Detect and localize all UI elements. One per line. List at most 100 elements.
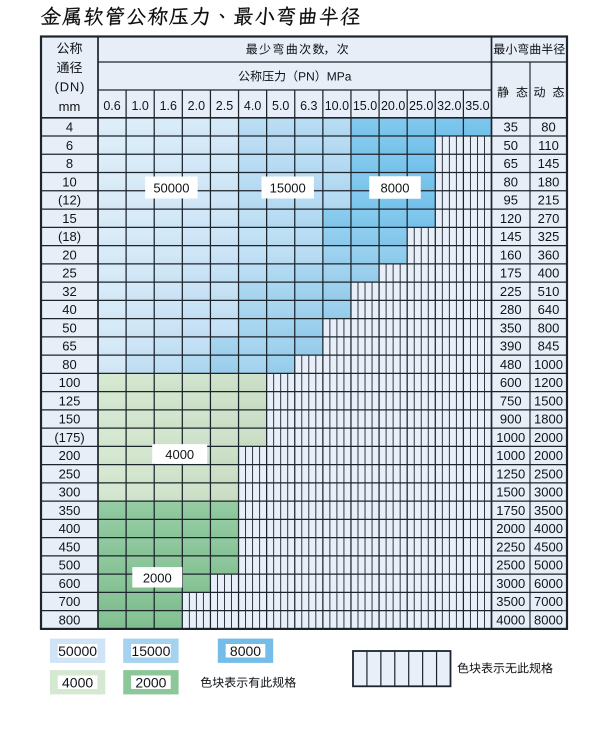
svg-text:1.0: 1.0 xyxy=(131,99,148,113)
svg-text:900: 900 xyxy=(500,412,522,427)
svg-text:1500: 1500 xyxy=(534,393,563,408)
svg-text:3000: 3000 xyxy=(534,485,563,500)
svg-text:(18): (18) xyxy=(58,229,81,244)
svg-text:80: 80 xyxy=(62,357,76,372)
svg-text:4000: 4000 xyxy=(534,521,563,536)
svg-text:1200: 1200 xyxy=(534,375,563,390)
svg-text:3500: 3500 xyxy=(496,594,525,609)
svg-text:50: 50 xyxy=(62,320,76,335)
svg-text:2000: 2000 xyxy=(534,430,563,445)
svg-text:4.0: 4.0 xyxy=(244,99,261,113)
svg-text:5.0: 5.0 xyxy=(272,99,289,113)
svg-text:350: 350 xyxy=(500,320,522,335)
svg-text:25: 25 xyxy=(62,266,76,281)
svg-text:2.5: 2.5 xyxy=(216,99,233,113)
svg-text:600: 600 xyxy=(59,576,81,591)
svg-text:510: 510 xyxy=(538,284,560,299)
svg-text:mm: mm xyxy=(59,99,81,114)
svg-text:8: 8 xyxy=(66,156,73,171)
svg-text:175: 175 xyxy=(500,266,522,281)
svg-text:1000: 1000 xyxy=(534,357,563,372)
svg-text:5000: 5000 xyxy=(534,558,563,573)
svg-text:280: 280 xyxy=(500,302,522,317)
svg-text:450: 450 xyxy=(59,539,81,554)
svg-text:300: 300 xyxy=(59,485,81,500)
svg-text:40: 40 xyxy=(62,302,76,317)
svg-text:50: 50 xyxy=(504,138,518,153)
svg-text:1000: 1000 xyxy=(496,430,525,445)
svg-text:700: 700 xyxy=(59,594,81,609)
svg-text:1800: 1800 xyxy=(534,412,563,427)
svg-text:80: 80 xyxy=(504,174,518,189)
svg-text:25.0: 25.0 xyxy=(409,99,433,113)
svg-text:4500: 4500 xyxy=(534,539,563,554)
svg-text:2000: 2000 xyxy=(496,521,525,536)
svg-text:2.0: 2.0 xyxy=(188,99,205,113)
svg-text:2500: 2500 xyxy=(496,558,525,573)
svg-text:3500: 3500 xyxy=(534,503,563,518)
svg-text:145: 145 xyxy=(500,229,522,244)
svg-text:4: 4 xyxy=(66,120,73,135)
svg-text:6000: 6000 xyxy=(534,576,563,591)
svg-text:480: 480 xyxy=(500,357,522,372)
svg-text:110: 110 xyxy=(538,138,559,153)
svg-text:600: 600 xyxy=(500,375,522,390)
svg-text:270: 270 xyxy=(538,211,560,226)
svg-text:640: 640 xyxy=(538,302,560,317)
svg-text:2250: 2250 xyxy=(496,539,525,554)
svg-text:200: 200 xyxy=(59,448,81,463)
svg-text:15: 15 xyxy=(62,211,76,226)
svg-text:2500: 2500 xyxy=(534,466,563,481)
svg-text:8000: 8000 xyxy=(230,643,261,659)
svg-text:8000: 8000 xyxy=(381,181,410,196)
svg-text:800: 800 xyxy=(59,612,81,627)
svg-text:145: 145 xyxy=(538,156,560,171)
svg-text:350: 350 xyxy=(59,503,81,518)
svg-text:15000: 15000 xyxy=(270,181,306,196)
svg-text:32.0: 32.0 xyxy=(437,99,461,113)
svg-text:215: 215 xyxy=(538,193,560,208)
svg-text:4000: 4000 xyxy=(496,612,525,627)
svg-text:225: 225 xyxy=(500,284,522,299)
svg-text:10.0: 10.0 xyxy=(325,99,349,113)
svg-text:250: 250 xyxy=(59,466,81,481)
svg-text:1000: 1000 xyxy=(496,448,525,463)
svg-text:0.6: 0.6 xyxy=(103,99,120,113)
svg-text:400: 400 xyxy=(538,266,560,281)
svg-text:360: 360 xyxy=(538,247,560,262)
svg-text:35.0: 35.0 xyxy=(465,99,489,113)
svg-text:65: 65 xyxy=(62,339,76,354)
svg-text:20.0: 20.0 xyxy=(381,99,405,113)
svg-text:6.3: 6.3 xyxy=(300,99,317,113)
svg-text:160: 160 xyxy=(500,247,522,262)
svg-text:20: 20 xyxy=(62,247,76,262)
svg-text:390: 390 xyxy=(500,339,522,354)
svg-text:325: 325 xyxy=(538,229,560,244)
svg-text:50000: 50000 xyxy=(153,181,189,196)
svg-text:2000: 2000 xyxy=(534,448,563,463)
svg-text:800: 800 xyxy=(538,320,560,335)
svg-text:8000: 8000 xyxy=(534,612,563,627)
svg-text:400: 400 xyxy=(59,521,81,536)
svg-text:750: 750 xyxy=(500,393,522,408)
svg-text:120: 120 xyxy=(500,211,522,226)
svg-text:10: 10 xyxy=(62,174,76,189)
svg-text:3000: 3000 xyxy=(496,576,525,591)
svg-text:1500: 1500 xyxy=(496,485,525,500)
svg-text:4000: 4000 xyxy=(165,447,194,462)
svg-text:180: 180 xyxy=(538,174,560,189)
svg-text:6: 6 xyxy=(66,138,73,153)
svg-text:35: 35 xyxy=(504,120,518,135)
svg-text:2000: 2000 xyxy=(143,571,172,586)
svg-text:1750: 1750 xyxy=(496,503,525,518)
svg-text:4000: 4000 xyxy=(62,674,93,690)
svg-text:845: 845 xyxy=(538,339,560,354)
svg-text:15.0: 15.0 xyxy=(353,99,377,113)
svg-text:100: 100 xyxy=(59,375,81,390)
svg-text:(175): (175) xyxy=(54,430,84,445)
svg-text:500: 500 xyxy=(59,558,81,573)
svg-text:150: 150 xyxy=(59,412,81,427)
svg-text:1.6: 1.6 xyxy=(160,99,177,113)
svg-text:95: 95 xyxy=(504,193,518,208)
svg-text:2000: 2000 xyxy=(135,674,166,690)
